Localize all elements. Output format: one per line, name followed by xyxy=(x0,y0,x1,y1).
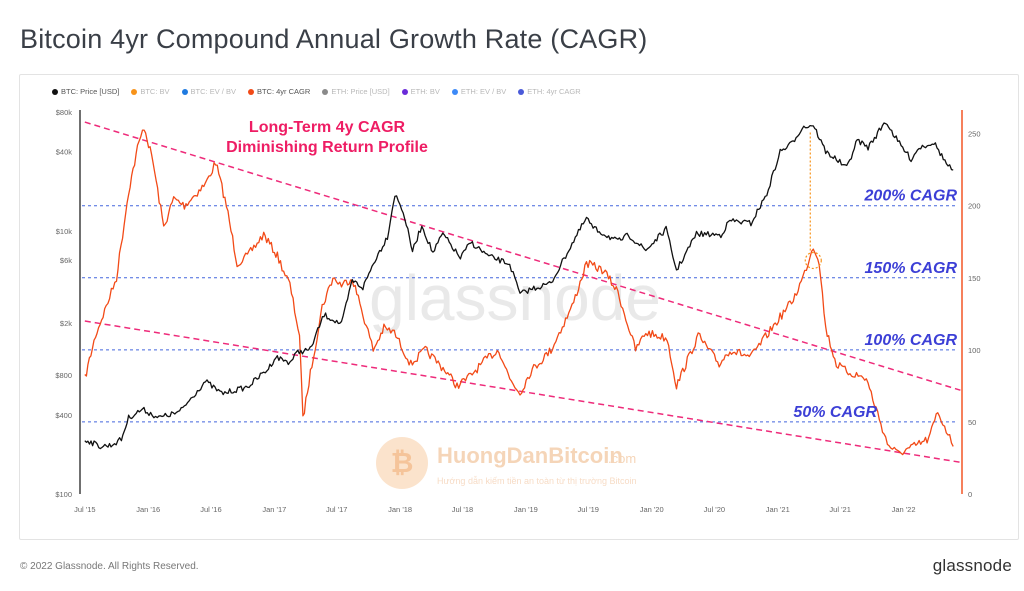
y-right-tick-label: 150 xyxy=(968,274,981,283)
y-left-tick-label: $40k xyxy=(56,148,73,157)
x-tick-label: Jan '22 xyxy=(892,505,916,514)
cagr-level-label: 100% CAGR xyxy=(865,332,958,349)
peak-marker-circle xyxy=(804,251,822,270)
legend-dot-icon xyxy=(401,88,408,95)
legend-label: BTC: BV xyxy=(140,87,170,96)
chart-frame xyxy=(19,74,1019,540)
legend-item[interactable]: BTC: Price [USD] xyxy=(52,87,119,96)
x-tick-label: Jan '18 xyxy=(388,505,412,514)
y-right-tick-label: 50 xyxy=(968,418,976,427)
cagr-level-label: 200% CAGR xyxy=(864,188,958,205)
legend-item[interactable]: ETH: BV xyxy=(401,87,440,96)
x-tick-label: Jan '19 xyxy=(514,505,538,514)
x-tick-label: Jul '21 xyxy=(829,505,850,514)
legend-label: BTC: 4yr CAGR xyxy=(256,87,311,96)
legend-item[interactable]: ETH: 4yr CAGR xyxy=(518,87,581,96)
y-left-tick-label: $100 xyxy=(55,490,72,499)
legend-item[interactable]: ETH: Price [USD] xyxy=(322,87,390,96)
x-tick-label: Jan '20 xyxy=(640,505,664,514)
headline-annotation-line1: Long-Term 4y CAGR xyxy=(249,119,406,136)
y-left-tick-label: $10k xyxy=(56,227,73,236)
x-tick-label: Jan '17 xyxy=(262,505,286,514)
y-left-tick-label: $2k xyxy=(60,319,72,328)
x-tick-label: Jul '17 xyxy=(326,505,347,514)
x-tick-label: Jul '19 xyxy=(578,505,599,514)
brand-logo: glassnode xyxy=(932,556,1012,575)
copyright-text: © 2022 Glassnode. All Rights Reserved. xyxy=(20,561,199,572)
site-watermark: HuongDanBitcoin xyxy=(437,443,623,468)
series-line-price xyxy=(84,122,954,450)
x-tick-label: Jul '16 xyxy=(200,505,221,514)
site-tld-watermark: .com xyxy=(608,451,636,466)
y-left-tick-label: $400 xyxy=(55,411,72,420)
y-left-tick-label: $80k xyxy=(56,108,73,117)
legend-dot-icon xyxy=(52,88,58,95)
cagr-level-label: 50% CAGR xyxy=(793,404,877,421)
legend-dot-icon xyxy=(181,88,188,95)
chart-legend: BTC: Price [USD] BTC: BV BTC: EV / BV BTC: … xyxy=(52,87,581,96)
trendline-upper xyxy=(84,121,961,391)
series-line-cagr xyxy=(84,129,954,456)
x-tick-label: Jul '15 xyxy=(74,505,95,514)
legend-item[interactable]: BTC: BV xyxy=(131,87,170,96)
x-tick-label: Jul '20 xyxy=(704,505,725,514)
legend-label: ETH: 4yr CAGR xyxy=(527,87,581,96)
bitcoin-logo-icon xyxy=(376,437,428,489)
legend-item[interactable]: BTC: 4yr CAGR xyxy=(247,87,311,96)
legend-label: ETH: Price [USD] xyxy=(331,87,390,96)
legend-dot-icon xyxy=(131,88,138,95)
x-tick-label: Jul '18 xyxy=(452,505,473,514)
legend-item[interactable]: ETH: EV / BV xyxy=(451,87,507,96)
legend-dot-icon xyxy=(518,88,525,95)
bitcoin-symbol-icon: ₿ xyxy=(391,447,414,478)
site-tagline-watermark: Hướng dẫn kiếm tiền an toàn từ thị trườn… xyxy=(437,476,636,486)
x-tick-label: Jan '16 xyxy=(136,505,160,514)
y-left-tick-label: $6k xyxy=(60,256,72,265)
legend-dot-icon xyxy=(322,88,329,95)
legend-label: ETH: EV / BV xyxy=(460,87,507,96)
headline-annotation-line2: Diminishing Return Profile xyxy=(226,139,428,156)
y-right-tick-label: 200 xyxy=(968,202,981,211)
x-tick-label: Jan '21 xyxy=(766,505,790,514)
legend-label: BTC: Price [USD] xyxy=(61,87,120,96)
y-right-tick-label: 0 xyxy=(968,490,972,499)
y-left-tick-label: $800 xyxy=(55,371,72,380)
legend-label: BTC: EV / BV xyxy=(190,87,236,96)
legend-dot-icon xyxy=(247,88,254,95)
legend-label: ETH: BV xyxy=(410,87,440,96)
glassnode-watermark: glassnode xyxy=(369,262,661,334)
legend-item[interactable]: BTC: EV / BV xyxy=(181,87,236,96)
y-right-tick-label: 250 xyxy=(968,130,981,139)
y-right-tick-label: 100 xyxy=(968,346,981,355)
page-title: Bitcoin 4yr Compound Annual Growth Rate … xyxy=(20,24,648,54)
legend-dot-icon xyxy=(451,88,458,95)
cagr-level-label: 150% CAGR xyxy=(865,260,958,277)
